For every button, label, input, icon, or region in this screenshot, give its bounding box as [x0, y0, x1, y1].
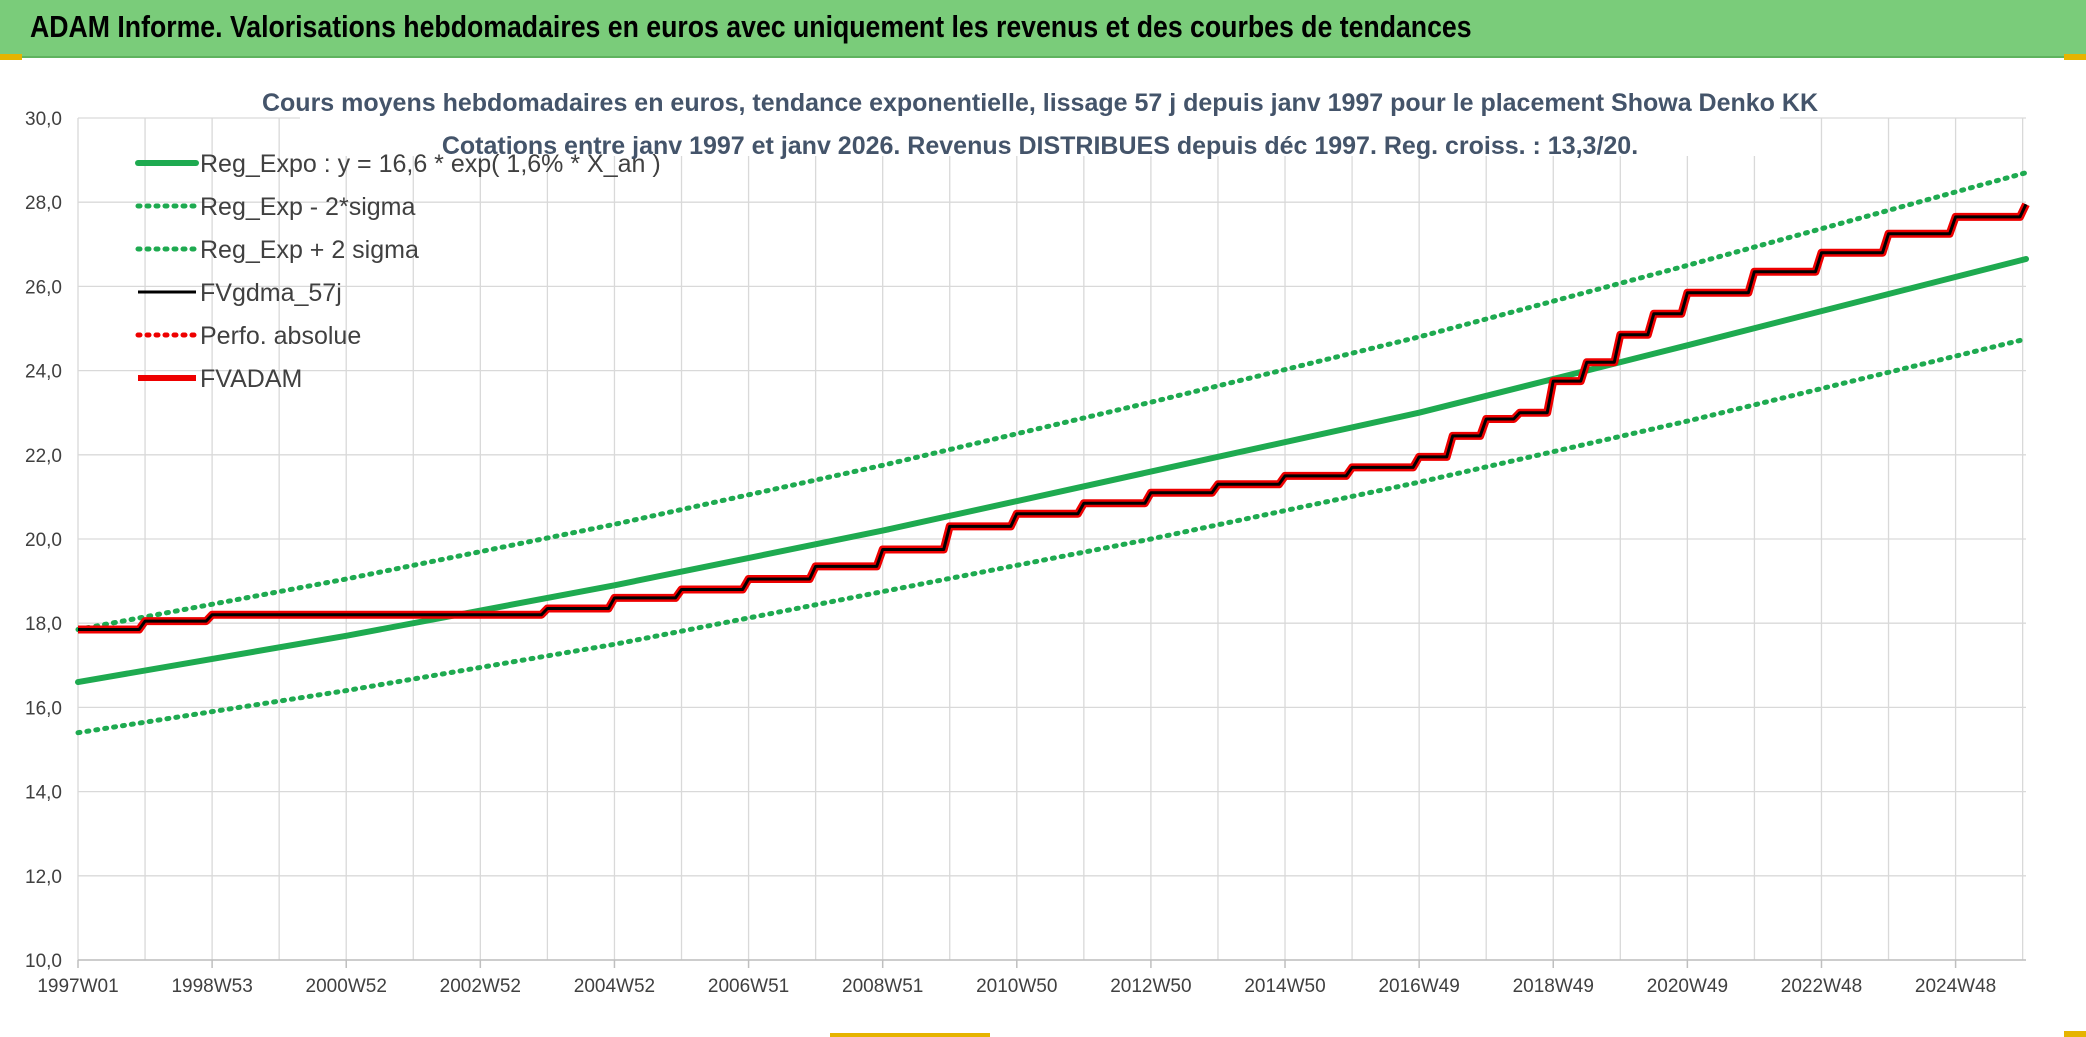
- legend-label: Reg_Exp + 2 sigma: [200, 236, 419, 264]
- legend-label: Perfo. absolue: [200, 322, 361, 350]
- x-tick-label: 2012W50: [1110, 976, 1191, 997]
- x-tick-label: 2002W52: [440, 976, 521, 997]
- y-tick-label: 18,0: [25, 614, 62, 635]
- chart: 10,0 12,0 14,0 16,0 18,0 20,0 22,0 24,0 26,0 28,0…: [25, 82, 2030, 997]
- legend-label: Reg_Exp - 2*sigma: [200, 193, 415, 221]
- report-title: ADAM Informe. Valorisations hebdomadaire…: [30, 9, 1472, 44]
- corner-mark-left: [0, 54, 22, 60]
- y-tick-label: 26,0: [25, 277, 62, 298]
- x-tick-label: 2022W48: [1781, 976, 1862, 997]
- x-tick-label: 2020W49: [1647, 976, 1728, 997]
- grid: [77, 117, 2026, 961]
- legend-label: FVgdma_57j: [200, 279, 342, 307]
- chart-title: Cours moyens hebdomadaires en euros, ten…: [262, 89, 1818, 117]
- x-tick-label: 2004W52: [574, 976, 655, 997]
- x-tick-label: 2024W48: [1915, 976, 1996, 997]
- axes: 10,0 12,0 14,0 16,0 18,0 20,0 22,0 24,0 26,0 28,0…: [25, 109, 2026, 997]
- x-tick-label: 2014W50: [1244, 976, 1325, 997]
- x-tick-label: 2000W52: [306, 976, 387, 997]
- series-line-2: [75, 170, 2029, 632]
- legend: Reg_Expo : y = 16,6 * exp( 1,6% * X_an )…: [135, 150, 661, 393]
- series-layer: [75, 170, 2030, 736]
- title-background: [300, 82, 1780, 156]
- legend-label: FVADAM: [200, 365, 302, 393]
- corner-mark-bottom-right: [2064, 1031, 2086, 1037]
- x-tick-label: 1998W53: [171, 976, 252, 997]
- x-tick-label: 2006W51: [708, 976, 789, 997]
- y-tick-label: 24,0: [25, 362, 62, 383]
- x-tick-label: 2008W51: [842, 976, 923, 997]
- series-line-1: [75, 336, 2029, 736]
- y-tick-label: 22,0: [25, 446, 62, 467]
- y-tick-label: 12,0: [25, 867, 62, 888]
- y-tick-label: 30,0: [25, 109, 62, 130]
- x-tick-label: 2018W49: [1513, 976, 1594, 997]
- y-tick-label: 10,0: [25, 951, 62, 972]
- y-tick-label: 14,0: [25, 783, 62, 804]
- series-line-0: [75, 256, 2029, 686]
- y-tick-label: 28,0: [25, 193, 62, 214]
- y-tick-label: 16,0: [25, 698, 62, 719]
- y-tick-label: 20,0: [25, 530, 62, 551]
- chart-subtitle: Cotations entre janv 1997 et janv 2026. …: [442, 132, 1638, 160]
- x-tick-label: 2010W50: [976, 976, 1057, 997]
- corner-mark-right: [2064, 54, 2086, 60]
- x-tick-label: 2016W49: [1378, 976, 1459, 997]
- report-banner: ADAM Informe. Valorisations hebdomadaire…: [0, 0, 2086, 58]
- series-line-5: [78, 202, 2030, 634]
- legend-label: Reg_Expo : y = 16,6 * exp( 1,6% * X_an ): [200, 150, 661, 178]
- x-tick-label: 1997W01: [37, 976, 118, 997]
- chart-title-block: Cours moyens hebdomadaires en euros, ten…: [262, 82, 1818, 160]
- series-line-3: [78, 203, 2028, 631]
- bottom-mark: [830, 1033, 990, 1037]
